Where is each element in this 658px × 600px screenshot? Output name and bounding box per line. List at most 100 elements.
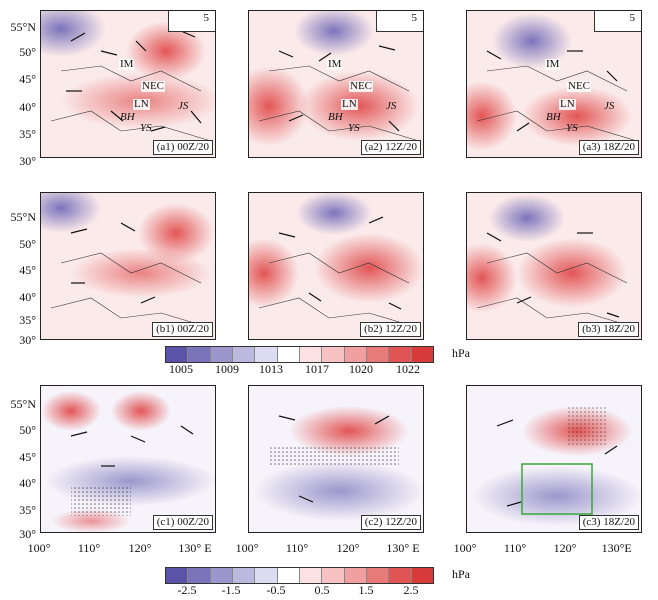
panel-label: (c3) 18Z/20 [578, 515, 639, 530]
lon-tick: 100° [27, 541, 51, 555]
lat-tick: 30° [19, 333, 36, 347]
anomaly-field [41, 386, 215, 532]
lon-tick: 120° [128, 541, 152, 555]
colorbar-swatch [344, 347, 367, 362]
region-label-bh: BH [120, 111, 135, 123]
lat-tick: 55°N [10, 20, 36, 34]
lat-tick: 30° [19, 154, 36, 168]
lat-tick: 45° [19, 263, 36, 277]
map-panel-a3: 5 IM NEC LN BH YS JS (a3) 18Z/20 [466, 10, 642, 158]
colorbar-unit: hPa [452, 346, 470, 360]
region-label-ys: YS [348, 122, 360, 134]
lon-tick: 130° [601, 541, 625, 555]
region-label-bh: BH [546, 111, 561, 123]
colorbar-tick: -2.5 [177, 583, 197, 597]
colorbar-swatch [232, 347, 256, 362]
colorbar-swatch [366, 347, 390, 362]
lon-tick: 100° [235, 541, 259, 555]
colorbar-tick: 1020 [349, 362, 373, 376]
lat-tick: 30° [19, 527, 36, 541]
pressure-field [467, 193, 641, 339]
vector-scale-box: 5 [376, 11, 423, 32]
colorbar-swatch [322, 568, 345, 583]
vector-scale-box: 5 [594, 11, 641, 32]
region-label-ln: LN [341, 98, 358, 110]
colorbar-swatch [277, 568, 300, 583]
lat-tick: 50° [19, 45, 36, 59]
pressure-colorbar [165, 346, 434, 363]
lat-tick: 35° [19, 503, 36, 517]
colorbar-swatch [411, 347, 433, 362]
region-label-nec: NEC [141, 80, 165, 92]
pressure-field [41, 11, 215, 157]
lon-tick: E [624, 541, 632, 555]
map-panel-b3: (b3) 18Z/20 [466, 192, 642, 340]
lat-tick: 45° [19, 450, 36, 464]
lon-tick: 130° E [386, 541, 420, 555]
region-label-bh: BH [328, 111, 343, 123]
region-label-nec: NEC [567, 80, 591, 92]
region-label-im: IM [119, 58, 135, 70]
pressure-field [249, 193, 423, 339]
anomaly-field [467, 386, 641, 532]
lon-tick: 110° [503, 541, 527, 555]
panel-label: (b2) 12Z/20 [360, 322, 421, 337]
vector-scale-label: 5 [629, 12, 636, 24]
colorbar-tick: 0.5 [314, 583, 330, 597]
lat-tick: 50° [19, 237, 36, 251]
anomaly-colorbar [165, 567, 434, 584]
colorbar-tick: 1022 [396, 362, 420, 376]
colorbar-swatch [299, 347, 323, 362]
colorbar-swatch [210, 568, 233, 583]
panel-label: (c1) 00Z/20 [152, 515, 213, 530]
panel-label: (a3) 18Z/20 [578, 140, 639, 155]
vector-scale-label: 5 [411, 12, 418, 24]
lat-tick: 35° [19, 127, 36, 141]
map-panel-a1: 5 IM NEC LN BH YS JS (a1) 00Z/20 [40, 10, 216, 158]
vector-scale-label: 5 [203, 12, 210, 24]
lon-tick: 120° [336, 541, 360, 555]
colorbar-tick: 1005 [169, 362, 193, 376]
colorbar-swatch [299, 568, 323, 583]
map-panel-c2: (c2) 12Z/20 [248, 385, 424, 533]
colorbar-swatch [277, 347, 300, 362]
lat-tick: 50° [19, 423, 36, 437]
pressure-field [41, 193, 215, 339]
colorbar-swatch [188, 568, 211, 583]
panel-label: (b3) 18Z/20 [578, 322, 639, 337]
region-label-js: JS [386, 100, 397, 112]
region-label-im: IM [327, 58, 343, 70]
lon-tick: 100° [453, 541, 477, 555]
colorbar-tick: -1.5 [221, 583, 241, 597]
lon-tick: 110° [77, 541, 101, 555]
colorbar-swatch [411, 568, 433, 583]
colorbar-swatch [166, 347, 189, 362]
map-panel-c3: (c3) 18Z/20 [466, 385, 642, 533]
map-panel-b2: (b2) 12Z/20 [248, 192, 424, 340]
vector-scale-box: 5 [168, 11, 215, 32]
colorbar-swatch [210, 347, 233, 362]
colorbar-tick: 1.5 [358, 583, 374, 597]
colorbar-swatch [389, 568, 412, 583]
colorbar-swatch [322, 347, 345, 362]
panel-label: (c2) 12Z/20 [360, 515, 421, 530]
map-panel-c1: (c1) 00Z/20 [40, 385, 216, 533]
region-label-ln: LN [559, 98, 576, 110]
pressure-field [467, 11, 641, 157]
anomaly-field [249, 386, 423, 532]
lat-tick: 40° [19, 290, 36, 304]
map-panel-a2: 5 IM NEC LN BH YS JS (a2) 12Z/20 [248, 10, 424, 158]
lon-tick: 130° E [178, 541, 212, 555]
region-label-nec: NEC [349, 80, 373, 92]
map-panel-b1: (b1) 00Z/20 [40, 192, 216, 340]
colorbar-tick: 2.5 [403, 583, 419, 597]
colorbar-swatch [389, 347, 412, 362]
colorbar-swatch [255, 568, 278, 583]
region-label-ln: LN [133, 98, 150, 110]
lat-tick: 40° [19, 100, 36, 114]
lat-tick: 40° [19, 476, 36, 490]
region-label-ys: YS [566, 122, 578, 134]
panel-label: (a1) 00Z/20 [152, 140, 213, 155]
colorbar-swatch [232, 568, 256, 583]
panel-label: (b1) 00Z/20 [152, 322, 213, 337]
